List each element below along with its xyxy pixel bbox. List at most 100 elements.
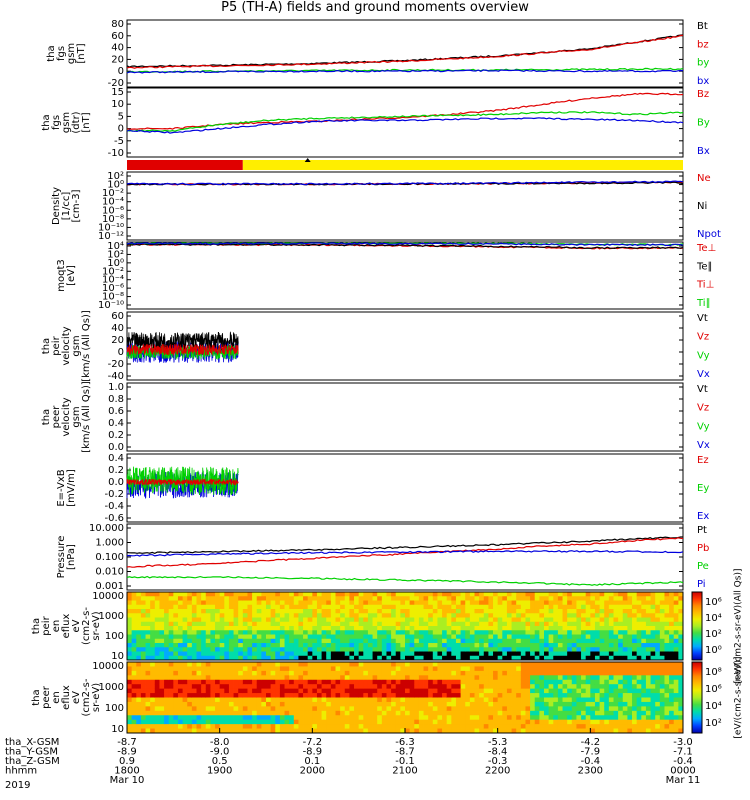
spec-cell — [405, 666, 411, 672]
spec-cell — [562, 630, 568, 635]
spec-cell — [465, 724, 471, 729]
spec-cell — [585, 638, 591, 644]
spec-cell — [576, 647, 582, 652]
spec-cell — [650, 662, 656, 667]
spec-cell — [321, 643, 327, 648]
spec-cell — [562, 701, 568, 707]
spec-cell — [469, 724, 475, 729]
spec-cell — [233, 617, 239, 623]
spec-cell — [238, 684, 244, 690]
spec-cell — [465, 651, 471, 657]
spec-cell — [131, 675, 137, 681]
spec-cell — [252, 710, 258, 716]
spec-cell — [455, 693, 461, 698]
spec-cell — [562, 604, 568, 610]
spec-cell — [164, 670, 170, 676]
spec-cell — [335, 621, 341, 627]
spec-cell — [252, 724, 258, 729]
spec-cell — [571, 710, 577, 716]
spec-cell — [386, 675, 392, 681]
spec-cell — [201, 693, 207, 698]
spec-cell — [238, 592, 244, 597]
spec-cell — [136, 604, 142, 610]
spec-cell — [618, 613, 624, 618]
spec-cell — [372, 609, 378, 614]
spec-cell — [622, 617, 628, 623]
spec-cell — [173, 710, 179, 716]
spec-cell — [636, 675, 642, 681]
spec-cell — [247, 609, 253, 614]
spec-cell — [131, 609, 137, 614]
spec-cell — [205, 600, 211, 606]
spec-cell — [446, 643, 452, 648]
spec-cell — [613, 670, 619, 676]
spec-cell — [506, 600, 512, 606]
spec-cell — [340, 701, 346, 707]
spec-cell — [168, 592, 174, 597]
spec-cell — [182, 670, 188, 676]
spec-cell — [423, 724, 429, 729]
spec-cell — [367, 643, 373, 648]
y-tick-label: 10⁻⁸ — [102, 214, 124, 225]
spec-cell — [270, 609, 276, 614]
spec-cell — [590, 724, 596, 729]
spec-cell — [131, 701, 137, 707]
spec-cell — [442, 697, 448, 703]
xaxis-value: -8.9 — [303, 747, 323, 758]
spec-cell — [465, 706, 471, 712]
spec-cell — [307, 697, 313, 703]
spec-cell — [553, 600, 559, 606]
spec-cell — [520, 655, 526, 661]
spec-cell — [604, 666, 610, 672]
spec-cell — [372, 719, 378, 725]
spec-cell — [669, 609, 675, 614]
spec-cell — [215, 693, 221, 698]
spec-cell — [599, 609, 605, 614]
spec-cell — [414, 655, 420, 661]
spec-cell — [664, 684, 670, 690]
xaxis-value: -0.3 — [488, 756, 508, 767]
spec-cell — [678, 604, 684, 610]
spec-cell — [154, 715, 160, 721]
spec-cell — [525, 684, 531, 690]
spec-cell — [585, 626, 591, 631]
spec-cell — [284, 688, 290, 694]
spec-cell — [140, 670, 146, 676]
spec-cell — [571, 666, 577, 672]
spec-cell — [622, 724, 628, 729]
y-tick-label: 100 — [105, 631, 124, 642]
spec-cell — [395, 643, 401, 648]
spec-cell — [391, 651, 397, 657]
spec-cell — [159, 706, 165, 712]
spec-cell — [483, 643, 489, 648]
spec-cell — [187, 666, 193, 672]
spec-cell — [256, 651, 262, 657]
spec-cell — [386, 647, 392, 652]
spec-cell — [358, 719, 364, 725]
spec-cell — [539, 609, 545, 614]
spec-cell — [201, 697, 207, 703]
spec-cell — [632, 638, 638, 644]
spec-cell — [201, 600, 207, 606]
spec-cell — [608, 715, 614, 721]
spec-cell — [641, 643, 647, 648]
spec-cell — [159, 604, 165, 610]
spec-cell — [581, 710, 587, 716]
spec-cell — [154, 617, 160, 623]
spec-cell — [493, 662, 499, 667]
spec-cell — [627, 626, 633, 631]
spec-cell — [590, 604, 596, 610]
xaxis-value: -9.0 — [210, 747, 230, 758]
spec-cell — [664, 638, 670, 644]
spec-cell — [442, 724, 448, 729]
spec-cell — [465, 728, 471, 734]
spec-cell — [645, 655, 651, 661]
spec-cell — [622, 655, 628, 661]
spec-cell — [233, 613, 239, 618]
spec-cell — [224, 715, 230, 721]
spec-cell — [363, 638, 369, 644]
spec-cell — [502, 666, 508, 672]
spec-cell — [349, 688, 355, 694]
spec-cell — [312, 638, 318, 644]
